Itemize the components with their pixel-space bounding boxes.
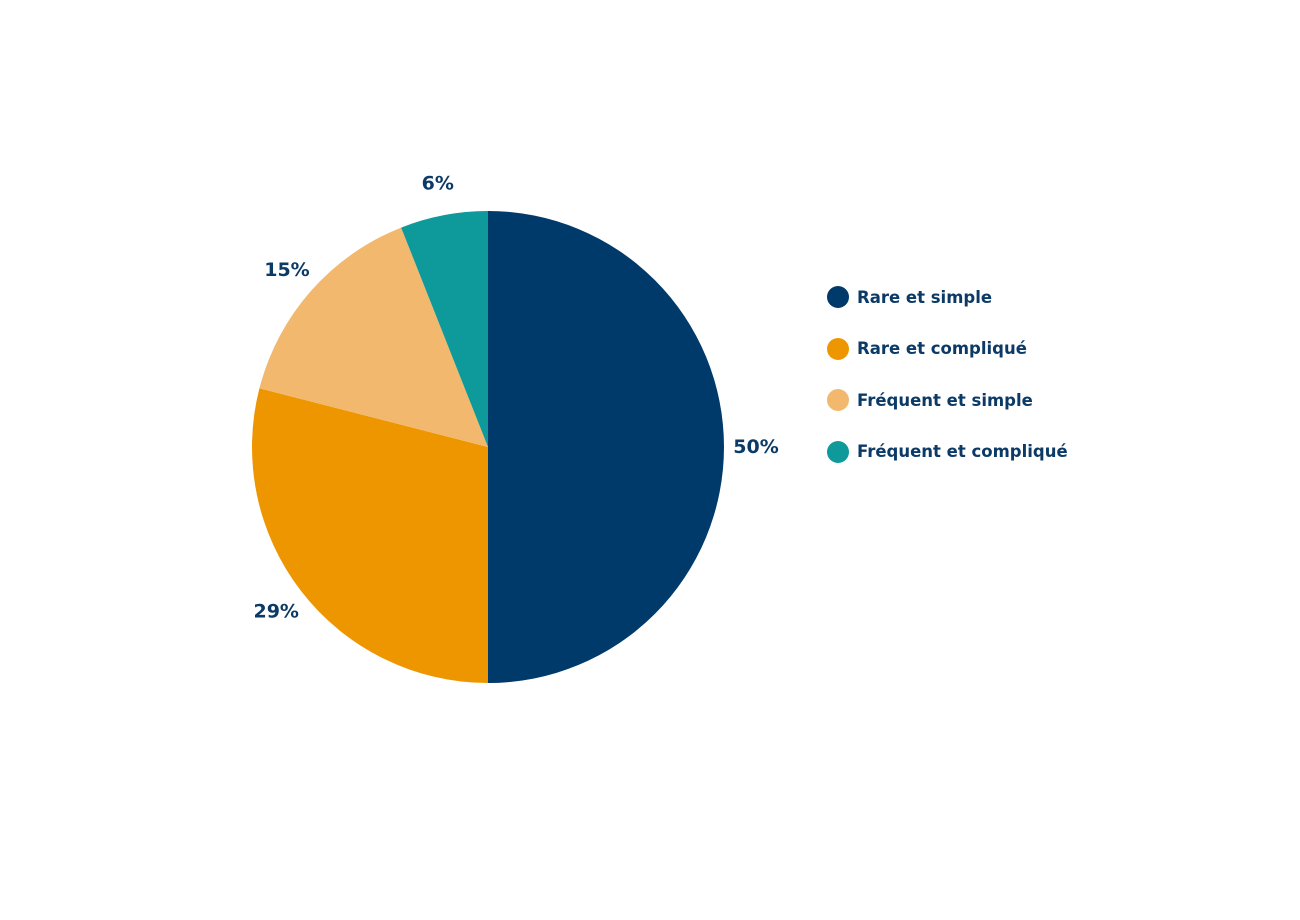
pie-slice [488,211,724,683]
pie-slice [401,211,488,447]
slice-label: 6% [422,173,454,195]
legend-label: Fréquent et compliqué [857,442,1068,461]
slice-label: 29% [253,600,298,622]
legend-item: Fréquent et compliqué [827,439,1068,465]
slice-label: 50% [733,436,778,458]
legend-item: Fréquent et simple [827,387,1068,413]
legend-swatch [827,440,849,463]
legend-item: Rare et compliqué [827,336,1068,362]
pie-slice [259,227,488,447]
legend-swatch [827,286,849,308]
slice-label: 15% [264,259,309,281]
legend-label: Rare et simple [857,287,993,307]
legend-label: Rare et compliqué [857,339,1027,358]
legend: Rare et simple Rare et compliqué Fréquen… [827,284,1068,490]
legend-label: Fréquent et simple [857,390,1033,410]
pie-slice [251,388,488,683]
legend-item: Rare et simple [827,284,1068,310]
legend-swatch [827,337,849,360]
legend-swatch [827,389,849,411]
